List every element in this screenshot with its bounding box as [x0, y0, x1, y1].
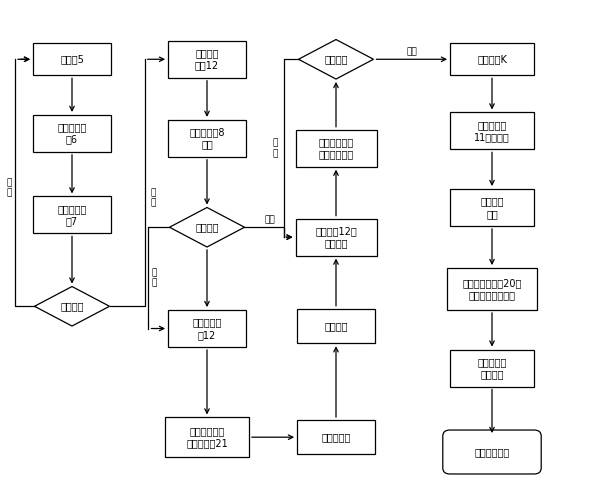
Text: 按下开关K: 按下开关K [477, 54, 507, 64]
FancyBboxPatch shape [450, 350, 534, 386]
FancyBboxPatch shape [297, 309, 375, 343]
FancyBboxPatch shape [450, 113, 534, 149]
FancyBboxPatch shape [168, 41, 246, 78]
FancyBboxPatch shape [33, 197, 111, 234]
Polygon shape [299, 40, 374, 79]
Text: 否
定: 否 定 [272, 138, 277, 158]
FancyBboxPatch shape [165, 417, 249, 457]
FancyBboxPatch shape [33, 43, 111, 75]
Text: 高压泵出油
管6: 高压泵出油 管6 [58, 122, 86, 145]
FancyBboxPatch shape [450, 43, 534, 75]
FancyBboxPatch shape [450, 189, 534, 226]
Text: 高压泵5: 高压泵5 [60, 54, 84, 64]
Polygon shape [169, 207, 245, 247]
Text: 检查压力表8
读数: 检查压力表8 读数 [189, 127, 225, 150]
Text: 油压判定: 油压判定 [195, 222, 219, 232]
Text: 故障消除: 故障消除 [324, 321, 348, 331]
Text: 发动机模块
11得电工作: 发动机模块 11得电工作 [474, 120, 510, 142]
Text: 恢复车辆部
件的安装: 恢复车辆部 件的安装 [478, 357, 506, 379]
Polygon shape [35, 287, 110, 326]
Text: 通
过: 通 过 [152, 268, 157, 288]
Text: 通过: 通过 [406, 47, 417, 56]
FancyBboxPatch shape [168, 310, 246, 347]
Text: 否
定: 否 定 [7, 178, 12, 198]
Text: 透过有机玻璃箱20检
查喷油质量及顺序: 透过有机玻璃箱20检 查喷油质量及顺序 [463, 278, 521, 300]
FancyBboxPatch shape [297, 420, 375, 454]
Text: 车辆正常启动: 车辆正常启动 [475, 447, 509, 457]
Text: 否
定: 否 定 [151, 188, 156, 207]
Text: 否定: 否定 [265, 215, 275, 224]
FancyBboxPatch shape [296, 130, 377, 167]
FancyBboxPatch shape [447, 268, 537, 310]
Text: 油路判定: 油路判定 [60, 301, 84, 311]
Text: 转动钥匙
开关: 转动钥匙 开关 [480, 196, 504, 219]
Text: 打开阀门12检
查肯确认: 打开阀门12检 查肯确认 [315, 226, 357, 248]
Text: 高压共轨管
路7: 高压共轨管 路7 [58, 204, 86, 226]
Text: 油压判定: 油压判定 [324, 54, 348, 64]
FancyBboxPatch shape [296, 218, 377, 256]
FancyBboxPatch shape [443, 430, 541, 474]
Text: 压力异常的管
路及喷油嘴21: 压力异常的管 路及喷油嘴21 [186, 426, 228, 449]
FancyBboxPatch shape [168, 120, 246, 157]
Text: 全部油路、喷
油嘴确认完毕: 全部油路、喷 油嘴确认完毕 [319, 137, 353, 160]
FancyBboxPatch shape [33, 115, 111, 152]
Text: 关闭六个
阀门12: 关闭六个 阀门12 [195, 48, 219, 71]
Text: 查找故障点: 查找故障点 [322, 432, 350, 442]
Text: 逐个打开阀
门12: 逐个打开阀 门12 [193, 317, 221, 340]
